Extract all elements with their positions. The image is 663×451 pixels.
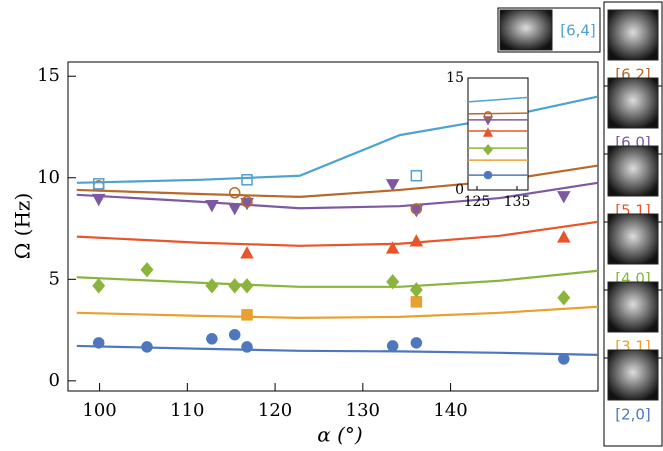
point [91,193,106,207]
inset-y-tick-label: 15 [446,70,464,86]
mode-thumbnail [499,9,553,51]
point [409,234,424,247]
point [228,187,241,199]
fit-line [76,269,599,288]
point [483,111,493,120]
point [557,191,571,204]
point [241,195,253,208]
point [140,262,154,278]
point [386,340,399,352]
legend-label: [6,4] [560,22,596,40]
point [240,246,254,259]
point [241,174,253,186]
point [92,278,106,294]
inset-x-tick-label: 125 [464,194,491,210]
legend-label: [2,0] [615,406,651,424]
point [558,353,570,365]
point [410,169,423,182]
point [241,341,253,353]
fit-line [76,220,599,247]
point [227,203,242,216]
x-axis-label: α (°) [317,423,362,447]
x-tick-label: 130 [346,400,380,421]
inset-fit-line [467,112,529,115]
mode-thumbnail [607,213,659,265]
x-tick-label: 120 [258,400,292,421]
y-tick-label: 5 [49,268,60,289]
point [409,205,424,218]
point [228,278,242,294]
point [240,197,254,211]
point [386,274,400,290]
inset-y-tick-label: 0 [455,182,464,198]
x-tick-label: 140 [433,400,467,421]
y-tick-label: 10 [37,167,60,188]
point [410,337,423,349]
mode-thumbnail [607,145,659,197]
point [205,200,219,213]
plot-frame [67,61,599,392]
y-axis-label: Ω (Hz) [11,193,35,260]
point [483,143,493,156]
y-tick-label: 15 [37,65,60,86]
point [557,230,571,243]
fit-line [76,344,599,356]
point [482,127,494,137]
inset-frame [467,77,529,191]
mode-thumbnail [607,281,659,333]
inset-x-tick-label: 135 [504,194,531,210]
mode-thumbnail [607,77,659,129]
x-tick-label: 110 [170,400,204,421]
point [409,282,423,298]
x-tick-label: 100 [82,400,116,421]
point [206,333,218,345]
point [241,309,253,321]
point [228,328,241,341]
mode-thumbnail [607,9,659,61]
point [385,241,400,254]
mode-thumbnail [607,349,659,401]
point [92,178,105,190]
point [385,179,400,192]
inset-fit-line [467,96,529,103]
fit-line [76,181,599,210]
point [483,170,493,180]
point [205,278,219,294]
point [410,296,423,308]
y-tick-label: 0 [49,370,60,391]
point [92,337,105,349]
point [410,203,423,215]
point [141,341,153,353]
point [240,278,254,294]
fit-line [76,305,599,319]
point [557,290,571,306]
